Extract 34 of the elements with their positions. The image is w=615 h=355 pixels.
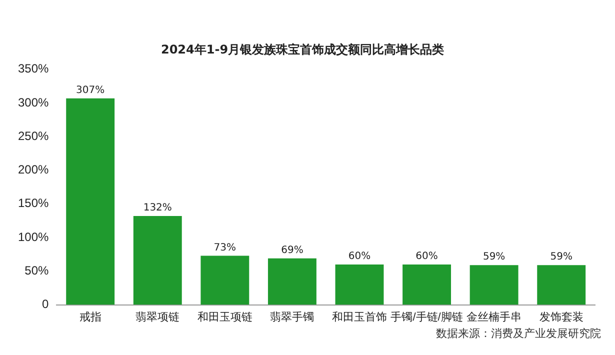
- y-tick-label: 150%: [18, 196, 50, 210]
- data-label: 59%: [550, 252, 572, 263]
- data-label: 60%: [416, 251, 438, 262]
- bar: [537, 265, 586, 305]
- bar: [200, 256, 250, 305]
- source-note: 数据来源：消费及产业发展研究院: [436, 326, 601, 341]
- x-tick-label: 翡翠项链: [136, 310, 180, 324]
- bar: [268, 258, 316, 305]
- data-label: 73%: [214, 242, 236, 254]
- y-tick-label: 350%: [18, 62, 50, 76]
- x-tick-label: 手镯/手链/脚链: [390, 310, 463, 324]
- bar: [470, 265, 518, 305]
- chart-title: 2024年1-9月银发族珠宝首饰成交额同比高增长品类: [160, 42, 444, 56]
- y-tick-label: 200%: [18, 162, 50, 177]
- y-tick-label: 0: [42, 297, 50, 312]
- bar: [133, 216, 182, 305]
- x-tick-label: 发饰套装: [539, 310, 584, 324]
- y-tick-label: 300%: [18, 95, 50, 110]
- x-tick-label: 戒指: [79, 310, 102, 324]
- bar: [66, 98, 115, 305]
- data-label: 59%: [482, 252, 506, 263]
- data-label: 60%: [348, 251, 371, 262]
- x-tick-label: 和田玉首饰: [332, 310, 387, 324]
- data-label: 69%: [281, 244, 304, 256]
- x-tick-label: 翡翠手镯: [270, 310, 314, 324]
- bar: [402, 264, 452, 305]
- y-tick-label: 250%: [18, 128, 50, 143]
- data-label: 307%: [76, 84, 105, 96]
- y-tick-label: 100%: [18, 230, 50, 244]
- x-tick-label: 金丝楠手串: [466, 310, 522, 324]
- data-label: 132%: [143, 202, 172, 214]
- y-tick-label: 50%: [24, 263, 50, 278]
- x-tick-label: 和田玉项链: [197, 310, 252, 324]
- bar: [335, 264, 384, 305]
